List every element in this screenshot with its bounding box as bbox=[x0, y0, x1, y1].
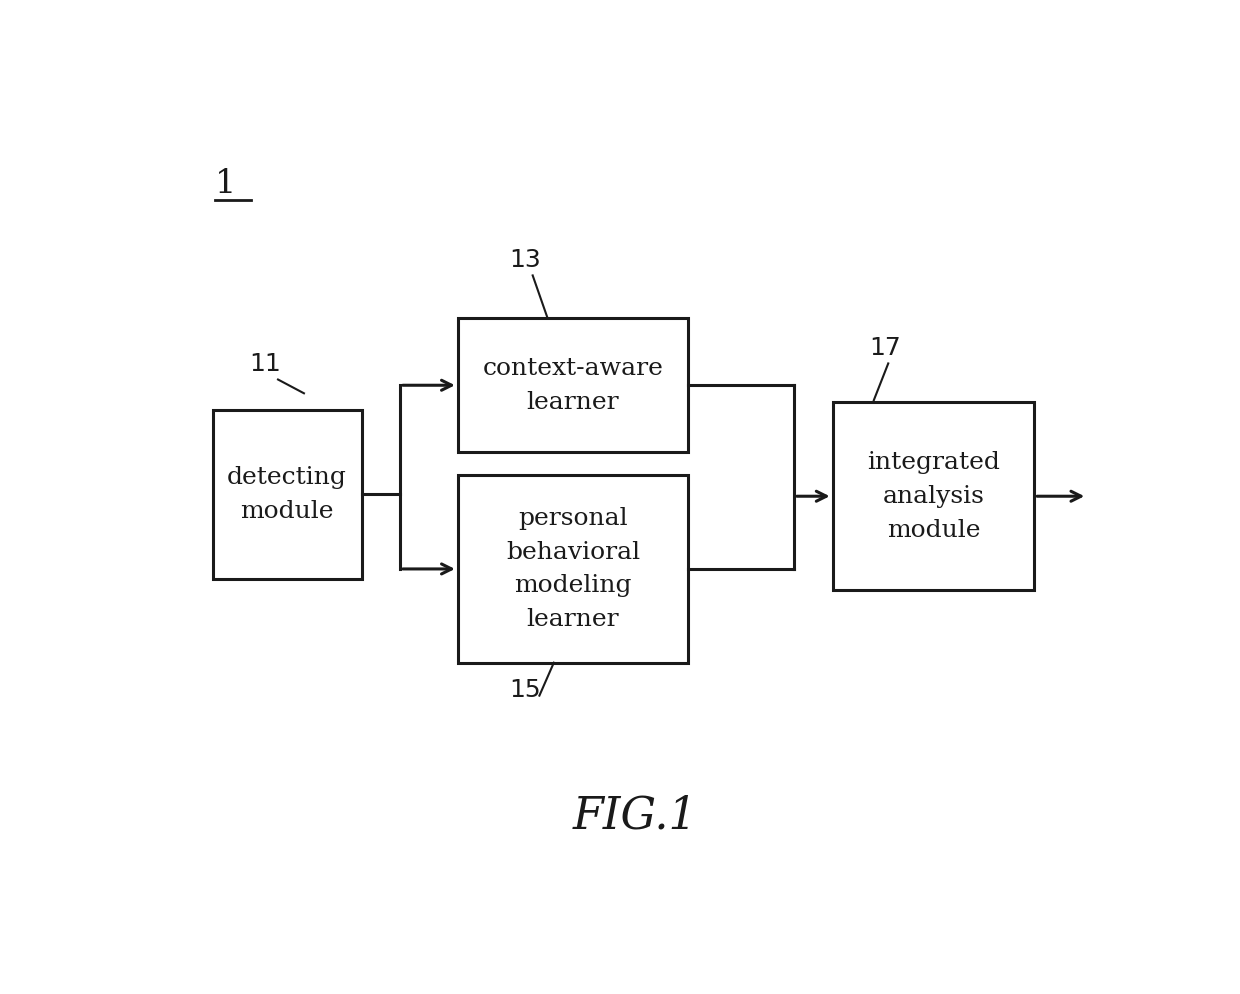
Bar bbox=[832, 403, 1034, 590]
Text: 1: 1 bbox=[215, 168, 236, 200]
Text: integrated
analysis
module: integrated analysis module bbox=[867, 451, 999, 542]
Text: 17: 17 bbox=[869, 336, 901, 361]
Text: 13: 13 bbox=[510, 248, 541, 272]
Text: detecting
module: detecting module bbox=[227, 466, 347, 523]
Bar bbox=[213, 411, 362, 579]
Text: FIG.1: FIG.1 bbox=[573, 794, 698, 837]
Text: 11: 11 bbox=[249, 352, 281, 376]
Text: context-aware
learner: context-aware learner bbox=[482, 357, 663, 414]
Text: personal
behavioral
modeling
learner: personal behavioral modeling learner bbox=[506, 507, 640, 631]
Bar bbox=[458, 318, 688, 452]
Text: 15: 15 bbox=[510, 679, 541, 703]
Bar bbox=[458, 475, 688, 663]
